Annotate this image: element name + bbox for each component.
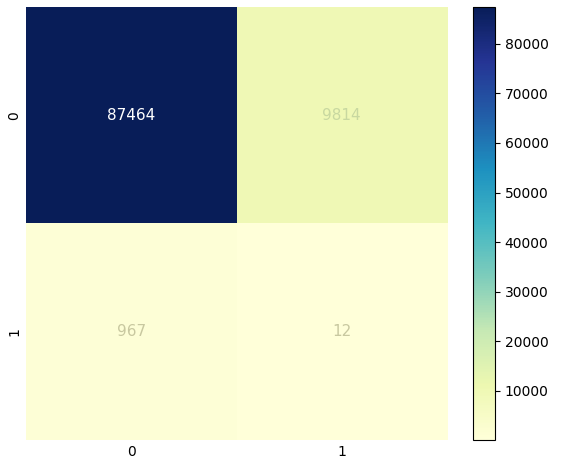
Text: 9814: 9814 [322, 108, 361, 123]
Text: 87464: 87464 [107, 108, 155, 123]
Text: 967: 967 [116, 324, 146, 339]
Text: 12: 12 [332, 324, 351, 339]
